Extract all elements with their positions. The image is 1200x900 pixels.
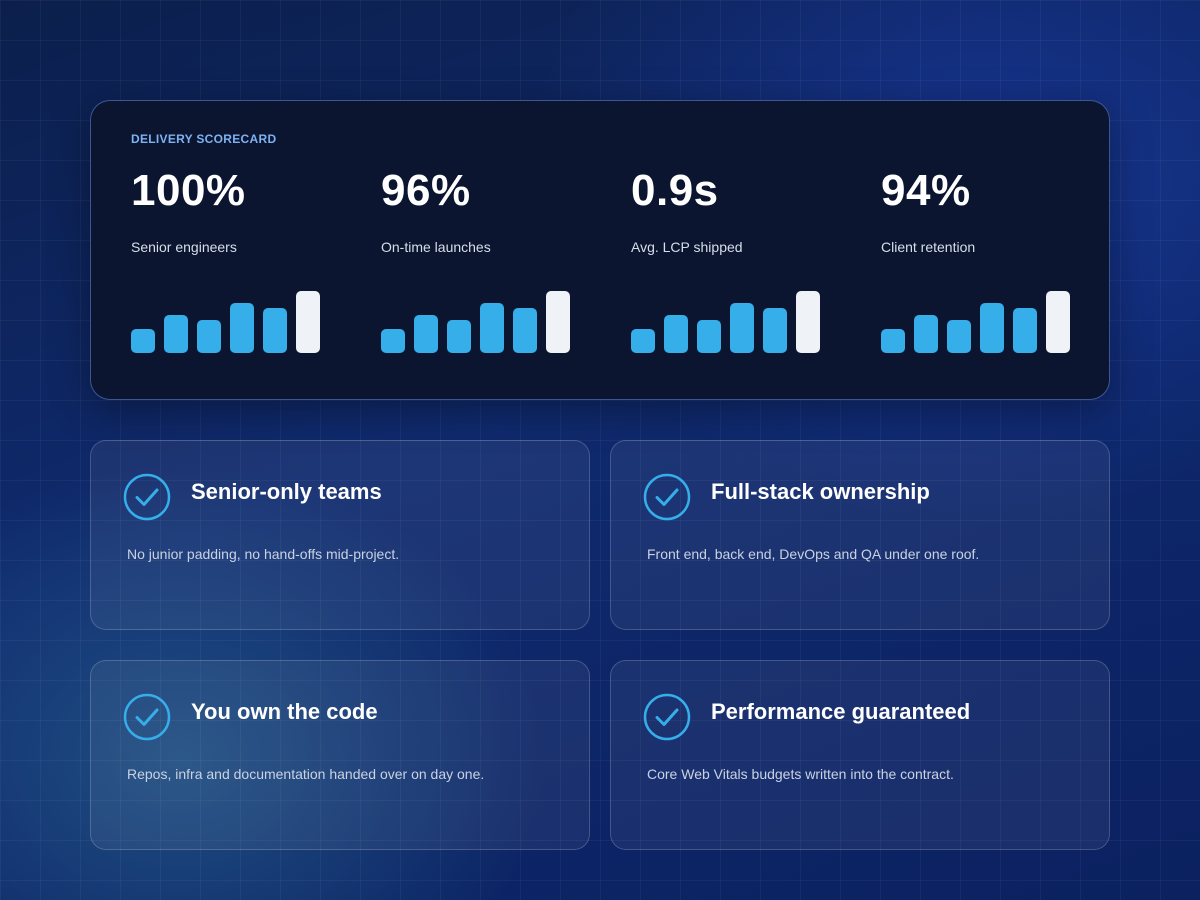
metric-avg-lcp: 0.9s Avg. LCP shipped xyxy=(631,167,871,357)
bar-highlight xyxy=(296,291,320,353)
metric-label: Avg. LCP shipped xyxy=(631,239,743,255)
feature-description: Front end, back end, DevOps and QA under… xyxy=(647,546,980,562)
metric-label: Senior engineers xyxy=(131,239,237,255)
bar xyxy=(381,329,405,353)
feature-title: Performance guaranteed xyxy=(711,699,971,724)
bar xyxy=(480,303,504,353)
bar xyxy=(164,315,188,353)
check-circle-icon xyxy=(643,693,691,741)
feature-description: Core Web Vitals budgets written into the… xyxy=(647,766,954,782)
metric-value: 100% xyxy=(131,166,246,215)
bar xyxy=(664,315,688,353)
bar xyxy=(881,329,905,353)
feature-card-performance-guaranteed: Performance guaranteed Core Web Vitals b… xyxy=(610,660,1110,850)
metric-bar-chart xyxy=(631,289,831,353)
bar xyxy=(730,303,754,353)
bar xyxy=(980,303,1004,353)
metric-bar-chart xyxy=(131,289,331,353)
metric-on-time-launches: 96% On-time launches xyxy=(381,167,621,357)
bar xyxy=(914,315,938,353)
bar-highlight xyxy=(796,291,820,353)
check-circle-icon xyxy=(643,473,691,521)
bar xyxy=(230,303,254,353)
check-circle-icon xyxy=(123,473,171,521)
feature-title: You own the code xyxy=(191,699,378,724)
bar xyxy=(697,320,721,353)
bar xyxy=(131,329,155,353)
bar xyxy=(414,315,438,353)
feature-title: Full-stack ownership xyxy=(711,479,930,504)
feature-card-senior-only-teams: Senior-only teams No junior padding, no … xyxy=(90,440,590,630)
bar xyxy=(1013,308,1037,353)
feature-title: Senior-only teams xyxy=(191,479,382,504)
bar xyxy=(513,308,537,353)
scorecard-eyebrow: DELIVERY SCORECARD xyxy=(131,132,277,146)
metric-value: 94% xyxy=(881,166,971,215)
bar xyxy=(197,320,221,353)
bar xyxy=(447,320,471,353)
metric-senior-engineers: 100% Senior engineers xyxy=(131,167,371,357)
metric-value: 96% xyxy=(381,166,471,215)
bar-highlight xyxy=(546,291,570,353)
bar xyxy=(763,308,787,353)
metric-client-retention: 94% Client retention xyxy=(881,167,1121,357)
metric-bar-chart xyxy=(881,289,1081,353)
metric-bar-chart xyxy=(381,289,581,353)
check-circle-icon xyxy=(123,693,171,741)
metric-value: 0.9s xyxy=(631,166,719,215)
feature-card-you-own-the-code: You own the code Repos, infra and docume… xyxy=(90,660,590,850)
bar xyxy=(263,308,287,353)
metric-label: Client retention xyxy=(881,239,976,255)
feature-description: Repos, infra and documentation handed ov… xyxy=(127,766,485,782)
metric-label: On-time launches xyxy=(381,239,491,255)
bar-highlight xyxy=(1046,291,1070,353)
delivery-scorecard: DELIVERY SCORECARD 100% Senior engineers… xyxy=(90,100,1110,400)
feature-description: No junior padding, no hand-offs mid-proj… xyxy=(127,546,400,562)
feature-card-full-stack-ownership: Full-stack ownership Front end, back end… xyxy=(610,440,1110,630)
bar xyxy=(631,329,655,353)
bar xyxy=(947,320,971,353)
